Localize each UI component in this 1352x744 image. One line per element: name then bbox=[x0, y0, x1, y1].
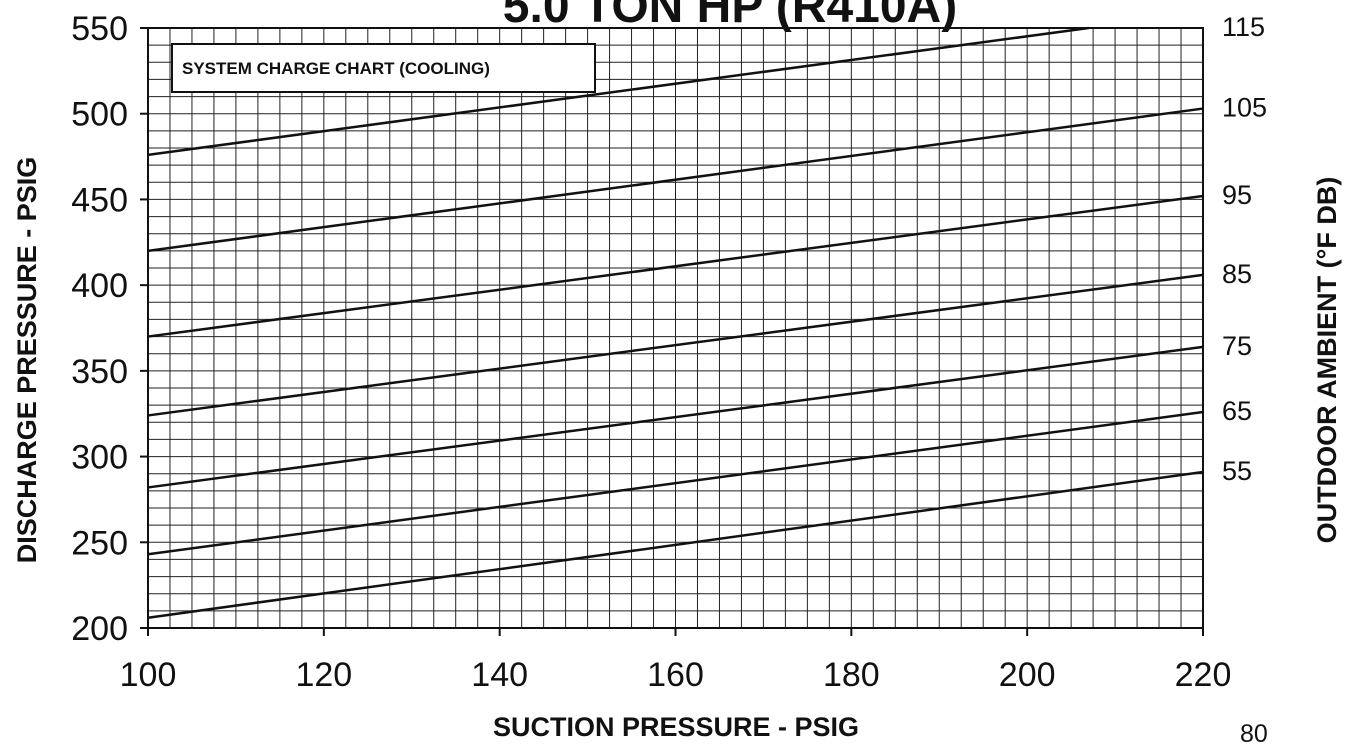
y-tick-label: 250 bbox=[71, 524, 128, 562]
x-tick-label: 160 bbox=[647, 656, 704, 694]
series-line bbox=[147, 273, 1204, 417]
x-tick-label: 200 bbox=[999, 656, 1056, 694]
right-axis: 115 105 95 85 75 65 55 bbox=[1222, 12, 1267, 486]
y-tick-label: 450 bbox=[71, 181, 128, 219]
y-tick-label: 550 bbox=[71, 10, 128, 48]
y-tick-label: 500 bbox=[71, 96, 128, 134]
right-tick-label: 55 bbox=[1222, 456, 1252, 486]
series-line bbox=[147, 470, 1204, 619]
legend-frame bbox=[171, 43, 596, 93]
series-line bbox=[147, 345, 1204, 489]
right-tick-label: 95 bbox=[1222, 180, 1252, 210]
chart-title: 5.0 TON HP (R410A) bbox=[503, 0, 957, 33]
right-axis-title: OUTDOOR AMBIENT (°F DB) bbox=[1312, 177, 1342, 544]
y-tick-label: 300 bbox=[71, 439, 128, 477]
right-tick-label: 105 bbox=[1222, 93, 1267, 123]
series-line bbox=[147, 107, 1204, 253]
series-line bbox=[147, 194, 1204, 338]
x-tick-label: 100 bbox=[120, 656, 177, 694]
x-axis: 100 120 140 160 180 200 220 bbox=[120, 628, 1232, 694]
series-line bbox=[147, 26, 1089, 157]
x-tick-label: 140 bbox=[471, 656, 528, 694]
x-tick-label: 120 bbox=[295, 656, 352, 694]
right-tick-label: 115 bbox=[1222, 12, 1265, 42]
x-axis-title: SUCTION PRESSURE - PSIG bbox=[493, 712, 859, 742]
grid bbox=[147, 27, 1204, 629]
series-line bbox=[147, 410, 1204, 556]
right-tick-label: 85 bbox=[1222, 259, 1252, 289]
y-tick-label: 400 bbox=[71, 267, 128, 305]
y-tick-label: 350 bbox=[71, 353, 128, 391]
legend-box: SYSTEM CHARGE CHART (COOLING) bbox=[171, 43, 596, 93]
y-axis: 200 250 300 350 400 450 500 550 bbox=[71, 10, 148, 648]
x-tick-label: 180 bbox=[823, 656, 880, 694]
y-tick-label: 200 bbox=[71, 610, 128, 648]
series-lines bbox=[147, 26, 1204, 619]
y-axis-title: DISCHARGE PRESSURE - PSIG bbox=[12, 157, 42, 564]
right-tick-label: 65 bbox=[1222, 396, 1252, 426]
footnote-label: 80 bbox=[1240, 720, 1268, 744]
x-tick-label: 220 bbox=[1175, 656, 1232, 694]
right-tick-label: 75 bbox=[1222, 331, 1252, 361]
legend-label: SYSTEM CHARGE CHART (COOLING) bbox=[182, 59, 490, 78]
